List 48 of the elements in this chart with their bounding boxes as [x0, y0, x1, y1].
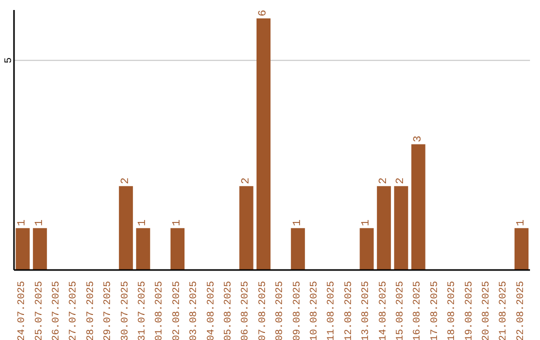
- data-label: 1: [34, 219, 46, 226]
- data-label: 2: [395, 178, 408, 184]
- x-tick-label: 10.08.2025: [310, 281, 320, 340]
- y-tick-label: 5: [4, 57, 15, 64]
- data-label: 2: [240, 178, 252, 184]
- x-tick-label: 21.08.2025: [498, 281, 510, 340]
- bar: [136, 228, 150, 270]
- data-label: 2: [120, 178, 132, 184]
- bar: [256, 18, 271, 270]
- x-tick-label: 12.08.2025: [344, 281, 355, 340]
- x-tick-label: 15.08.2025: [396, 281, 406, 340]
- x-tick-label: 22.08.2025: [516, 281, 527, 340]
- bar: [394, 186, 408, 270]
- bar: [32, 228, 47, 270]
- bar: [514, 228, 529, 270]
- data-label: 1: [172, 219, 184, 226]
- x-tick-label: 17.08.2025: [430, 281, 441, 340]
- data-label: 1: [360, 219, 373, 226]
- x-tick-label: 30.07.2025: [120, 281, 132, 340]
- bar: [411, 144, 426, 270]
- x-tick-label: 14.08.2025: [378, 281, 390, 340]
- x-tick-label: 16.08.2025: [412, 281, 424, 340]
- bar: [239, 186, 254, 270]
- x-tick-label: 19.08.2025: [464, 281, 476, 340]
- data-label: 1: [137, 219, 150, 226]
- bar: [376, 186, 391, 270]
- bar: [170, 228, 185, 270]
- data-label: 1: [516, 219, 528, 226]
- x-tick-label: 20.08.2025: [482, 281, 492, 340]
- bar: [360, 228, 374, 270]
- x-tick-label: 28.07.2025: [86, 281, 97, 340]
- x-tick-label: 27.07.2025: [68, 281, 80, 340]
- x-tick-label: 24.07.2025: [17, 281, 28, 340]
- bar: [16, 228, 30, 270]
- bar: [290, 228, 305, 270]
- x-tick-label: 11.08.2025: [326, 281, 338, 340]
- data-label: 3: [412, 136, 424, 142]
- data-label: 6: [258, 10, 270, 16]
- x-tick-label: 25.07.2025: [34, 281, 46, 340]
- x-tick-label: 26.07.2025: [52, 281, 62, 340]
- x-tick-label: 31.07.2025: [138, 281, 148, 340]
- data-label: 1: [292, 219, 304, 226]
- data-label: 1: [16, 219, 29, 226]
- x-tick-label: 18.08.2025: [447, 281, 458, 340]
- bar: [118, 186, 133, 270]
- x-tick-label: 29.07.2025: [103, 281, 114, 340]
- x-tick-label: 13.08.2025: [361, 281, 372, 340]
- data-label: 2: [378, 178, 390, 184]
